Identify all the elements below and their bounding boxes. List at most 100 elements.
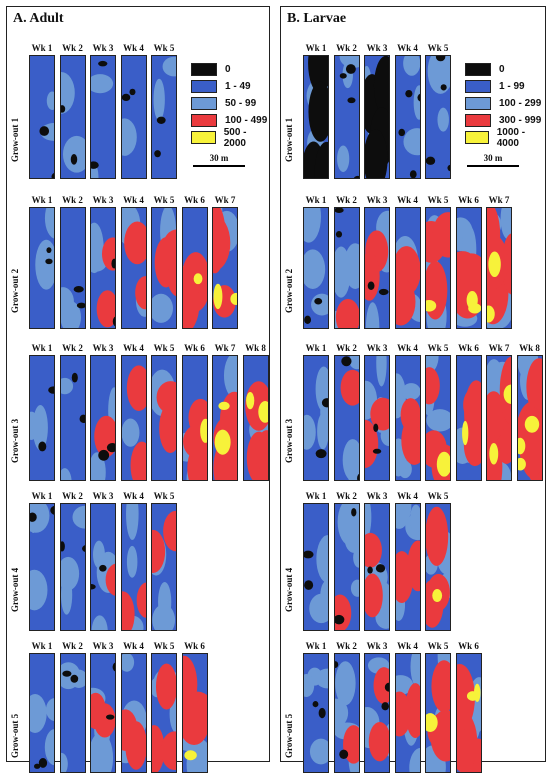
contour-map [181,653,208,773]
legend-item: 1 - 99 [465,78,545,95]
contour-map [120,503,147,631]
week-label: Wk 1 [31,641,53,651]
contour-map [120,653,147,773]
week-label: Wk 8 [245,343,266,353]
week-label: Wk 5 [153,343,175,353]
week-label: Wk 4 [123,491,144,501]
week-label: Wk 5 [153,491,175,501]
contour-map [90,55,116,179]
contour-map [151,55,177,179]
contour-map [120,55,147,179]
legend-item: 100 - 499 [191,112,269,129]
contour-map [120,355,147,481]
contour-map [333,503,360,631]
legend-swatch [191,131,216,144]
contour-map [59,503,86,631]
contour-map [516,355,543,481]
contour-map [303,503,329,631]
contour-map [364,355,390,481]
contour-map [242,355,269,481]
contour-map [59,653,86,773]
grow-out-label: Grow-out 4 [10,567,20,612]
contour-map [151,653,177,773]
legend-label: 100 - 499 [225,115,268,126]
week-label: Wk 8 [519,343,540,353]
week-label: Wk 6 [184,343,205,353]
contour-map [364,207,390,329]
grow-out-label: Grow-out 1 [284,117,294,162]
contour-map [455,207,482,329]
legend-item: 50 - 99 [191,95,269,112]
contour-map [59,55,86,179]
grow-out-label: Grow-out 4 [284,567,294,612]
week-label: Wk 4 [123,43,144,53]
week-label: Wk 5 [427,641,449,651]
contour-map [90,503,116,631]
contour-map [333,355,360,481]
legend-label: 500 - 2000 [223,126,247,149]
week-label: Wk 4 [397,641,418,651]
week-label: Wk 1 [305,343,327,353]
contour-map [455,653,482,773]
week-label: Wk 5 [153,43,175,53]
contour-map [333,653,360,773]
week-label: Wk 2 [62,641,83,651]
contour-map [425,355,451,481]
contour-map [425,503,451,631]
week-label: Wk 2 [62,43,83,53]
week-label: Wk 5 [153,195,175,205]
week-label: Wk 2 [336,343,357,353]
grow-out-label: Grow-out 2 [284,268,294,313]
contour-map [29,503,55,631]
contour-map [90,355,116,481]
week-label: Wk 5 [427,195,449,205]
contour-map [181,355,208,481]
week-label: Wk 4 [397,343,418,353]
week-label: Wk 1 [305,195,327,205]
contour-map [425,653,451,773]
week-label: Wk 2 [336,491,357,501]
week-label: Wk 2 [336,195,357,205]
week-label: Wk 4 [123,641,144,651]
week-label: Wk 7 [488,343,510,353]
scale-bar-line [193,165,245,167]
scale-bar: 30 m [467,153,519,167]
contour-map [394,55,421,179]
contour-map [364,55,390,179]
contour-map [90,207,116,329]
contour-map [151,503,177,631]
week-label: Wk 6 [458,343,479,353]
contour-map [394,503,421,631]
contour-map [455,355,482,481]
week-label: Wk 3 [92,491,114,501]
week-label: Wk 2 [62,343,83,353]
week-label: Wk 1 [305,491,327,501]
week-label: Wk 4 [397,195,418,205]
legend-swatch [191,97,217,110]
contour-map [394,653,421,773]
week-label: Wk 3 [366,641,388,651]
panel-title: B. Larvae [287,11,347,26]
legend-label: 1 - 49 [225,81,251,92]
contour-map [333,207,360,329]
legend-item: 0 [191,61,269,78]
contour-map [425,207,451,329]
legend-label: 0 [225,64,231,75]
legend-swatch [191,114,217,127]
week-label: Wk 4 [123,195,144,205]
legend-item: 1000 - 4000 [465,127,545,149]
week-label: Wk 1 [31,195,53,205]
legend-swatch [465,114,491,127]
legend-item: 1 - 49 [191,78,269,95]
legend-swatch [191,63,217,76]
week-label: Wk 6 [184,195,205,205]
week-label: Wk 2 [336,641,357,651]
legend-swatch [465,97,491,110]
scale-bar-label: 30 m [483,153,503,163]
week-label: Wk 7 [214,195,236,205]
legend-item: 100 - 299 [465,95,545,112]
grow-out-label: Grow-out 1 [10,117,20,162]
scale-bar-line [467,165,519,167]
week-label: Wk 5 [427,43,449,53]
legend: 0 1 - 99 100 - 299 300 - 999 1000 - 4000 [465,61,545,149]
